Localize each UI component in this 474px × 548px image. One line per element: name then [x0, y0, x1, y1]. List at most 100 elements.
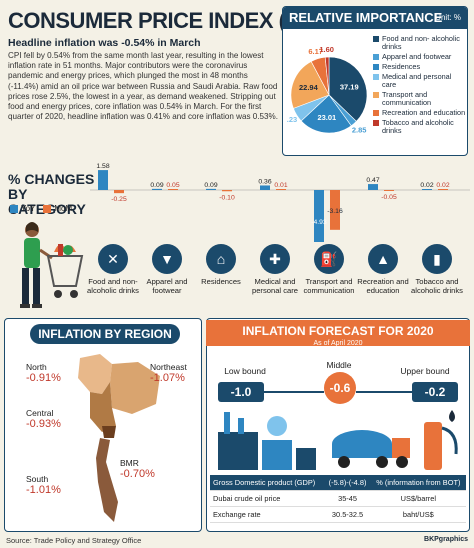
legend-swatch: [373, 54, 379, 60]
map-region-central: [90, 382, 116, 432]
medicine-icon: ✚: [260, 244, 290, 274]
legend-label: Food and non- alcoholic drinks: [382, 34, 460, 51]
region-item-bmr: BMR -0.70%: [120, 458, 155, 480]
forecast-cell: Exchange rate: [210, 506, 325, 523]
region-item-south: South -1.01%: [26, 474, 61, 496]
middle-value: -0.6: [324, 372, 356, 404]
region-item-north: North -0.91%: [26, 362, 61, 384]
category-label: Residences: [201, 277, 241, 286]
region-name: Northeast: [150, 362, 187, 372]
source-note: Source: Trade Policy and Strategy Office: [6, 536, 142, 545]
region-name: BMR: [120, 458, 139, 468]
pie-legend-item-1: Apparel and footwear: [373, 53, 467, 61]
bar-yoy-0: [98, 170, 108, 190]
pie-legend-item-0: Food and non- alcoholic drinks: [373, 35, 467, 51]
bar-yoy-5: [368, 184, 378, 190]
legend-yoy: YoY: [10, 204, 35, 213]
category-column-3: ✚ Medical and personal care: [248, 244, 302, 295]
region-value: -0.93%: [26, 418, 61, 430]
pie-value-label-3: 6.23: [287, 115, 297, 124]
forecast-cell: US$/barrel: [370, 490, 466, 507]
legend-yoy-label: YoY: [21, 204, 36, 213]
bar-mom-0-label: -0.25: [111, 196, 127, 203]
bar-yoy-2: [206, 188, 216, 190]
tshirt-icon: ▼: [152, 244, 182, 274]
changes-legend: YoY MoM: [10, 204, 72, 213]
changes-title-line1: % CHANGES: [8, 171, 95, 187]
region-value: -1.07%: [150, 372, 185, 384]
pie-value-label-2: 23.01: [317, 113, 336, 122]
legend-label: Residences: [382, 62, 421, 71]
category-column-0: ✕ Food and non-alcoholic drinks: [86, 244, 140, 295]
category-column-1: ▼ Apparel and footwear: [140, 244, 194, 295]
category-column-2: ⌂ Residences: [194, 244, 248, 287]
forecast-row-2: Exchange rate 30.5-32.5 baht/US$: [210, 506, 466, 523]
region-name: Central: [26, 408, 54, 418]
legend-swatch: [373, 74, 379, 80]
lower-bound-label: Low bound: [224, 366, 266, 376]
region-value: -0.70%: [120, 468, 155, 480]
bar-mom-5-label: -0.05: [381, 194, 397, 201]
region-name: North: [26, 362, 47, 372]
bottle-icon: ▮: [422, 244, 452, 274]
category-label: Food and non-alcoholic drinks: [87, 277, 139, 295]
legend-label: Apparel and footwear: [382, 52, 452, 61]
pie-value-label-0: 37.19: [340, 82, 359, 91]
bar-mom-1: [168, 189, 178, 190]
range-line-left: [264, 391, 324, 393]
bar-mom-3: [276, 189, 286, 190]
pie-legend: Food and non- alcoholic drinks Apparel an…: [373, 35, 467, 137]
forecast-cell: 35-45: [324, 490, 371, 507]
pie-legend-item-6: Tobacco and alcoholic drinks: [373, 119, 467, 135]
bar-yoy-5-label: 0.47: [366, 177, 379, 184]
fuel-pump-icon: ⛽: [314, 244, 344, 274]
legend-mom: MoM: [43, 204, 72, 213]
region-value: -1.01%: [26, 484, 61, 496]
forecast-cell: Gross Domestic product (GDP): [210, 475, 325, 491]
pie-value-label-4: 22.94: [299, 83, 319, 92]
bar-yoy-6-label: 0.02: [420, 182, 433, 189]
bar-yoy-1: [152, 188, 162, 190]
forecast-subtitle: As of April 2020: [313, 340, 363, 347]
pie-value-label-1: 2.85: [352, 126, 367, 135]
region-item-northeast: Northeast -1.07%: [150, 362, 187, 384]
pie-slice-0: [328, 56, 368, 122]
map-region-bmr: [102, 426, 116, 438]
relative-importance-panel: RELATIVE IMPORTANCE Unit: % 37.19 2.85 23.…: [282, 6, 468, 156]
bar-yoy-3: [260, 185, 270, 190]
map-region-northeast: [110, 362, 160, 414]
region-value: -0.91%: [26, 372, 61, 384]
category-label: Tobacco and alcoholic drinks: [411, 277, 463, 295]
region-name: South: [26, 474, 49, 484]
forecast-cell: (-5.8)-(-4.8): [324, 475, 371, 491]
category-label: Transport and communication: [303, 277, 355, 295]
pie-value-label-5: 6.17: [308, 47, 323, 56]
forecast-row-1: Dubai crude oil price 35-45 US$/barrel: [210, 490, 466, 507]
bar-yoy-6: [422, 189, 432, 190]
summary-text: CPI fell by 0.54% from the same month la…: [8, 51, 278, 122]
legend-label: Transport and communication: [382, 90, 432, 107]
legend-swatch: [373, 92, 379, 98]
bar-yoy-4: [314, 190, 324, 242]
relative-importance-title: RELATIVE IMPORTANCE: [283, 7, 467, 29]
range-line-right: [356, 391, 412, 393]
pie-slice-4: [290, 61, 330, 109]
forecast-cell: 30.5-32.5: [324, 506, 371, 523]
category-label: Recreation and education: [357, 277, 409, 295]
category-column-6: ▮ Tobacco and alcoholic drinks: [410, 244, 464, 295]
upper-bound-label: Upper bound: [400, 366, 450, 376]
map-region-north: [78, 354, 112, 394]
bar-yoy-4-label: -4.93: [311, 219, 327, 226]
forecast-cell: Dubai crude oil price: [210, 490, 325, 507]
forecast-cell: baht/US$: [370, 506, 466, 523]
credit-logo: BKPgraphics: [424, 536, 468, 543]
bar-mom-2-label: -0.10: [219, 194, 235, 201]
bar-mom-6: [438, 189, 448, 190]
legend-label: Recreation and education: [382, 108, 466, 117]
legend-swatch: [373, 64, 379, 70]
category-icon-row: ✕ Food and non-alcoholic drinks ▼ Apparel a…: [87, 244, 470, 314]
pie-slice-6: [324, 56, 330, 96]
bar-mom-2: [222, 190, 232, 192]
graduation-cap-icon: ▲: [368, 244, 398, 274]
pie-legend-item-4: Transport and communication: [373, 91, 467, 107]
